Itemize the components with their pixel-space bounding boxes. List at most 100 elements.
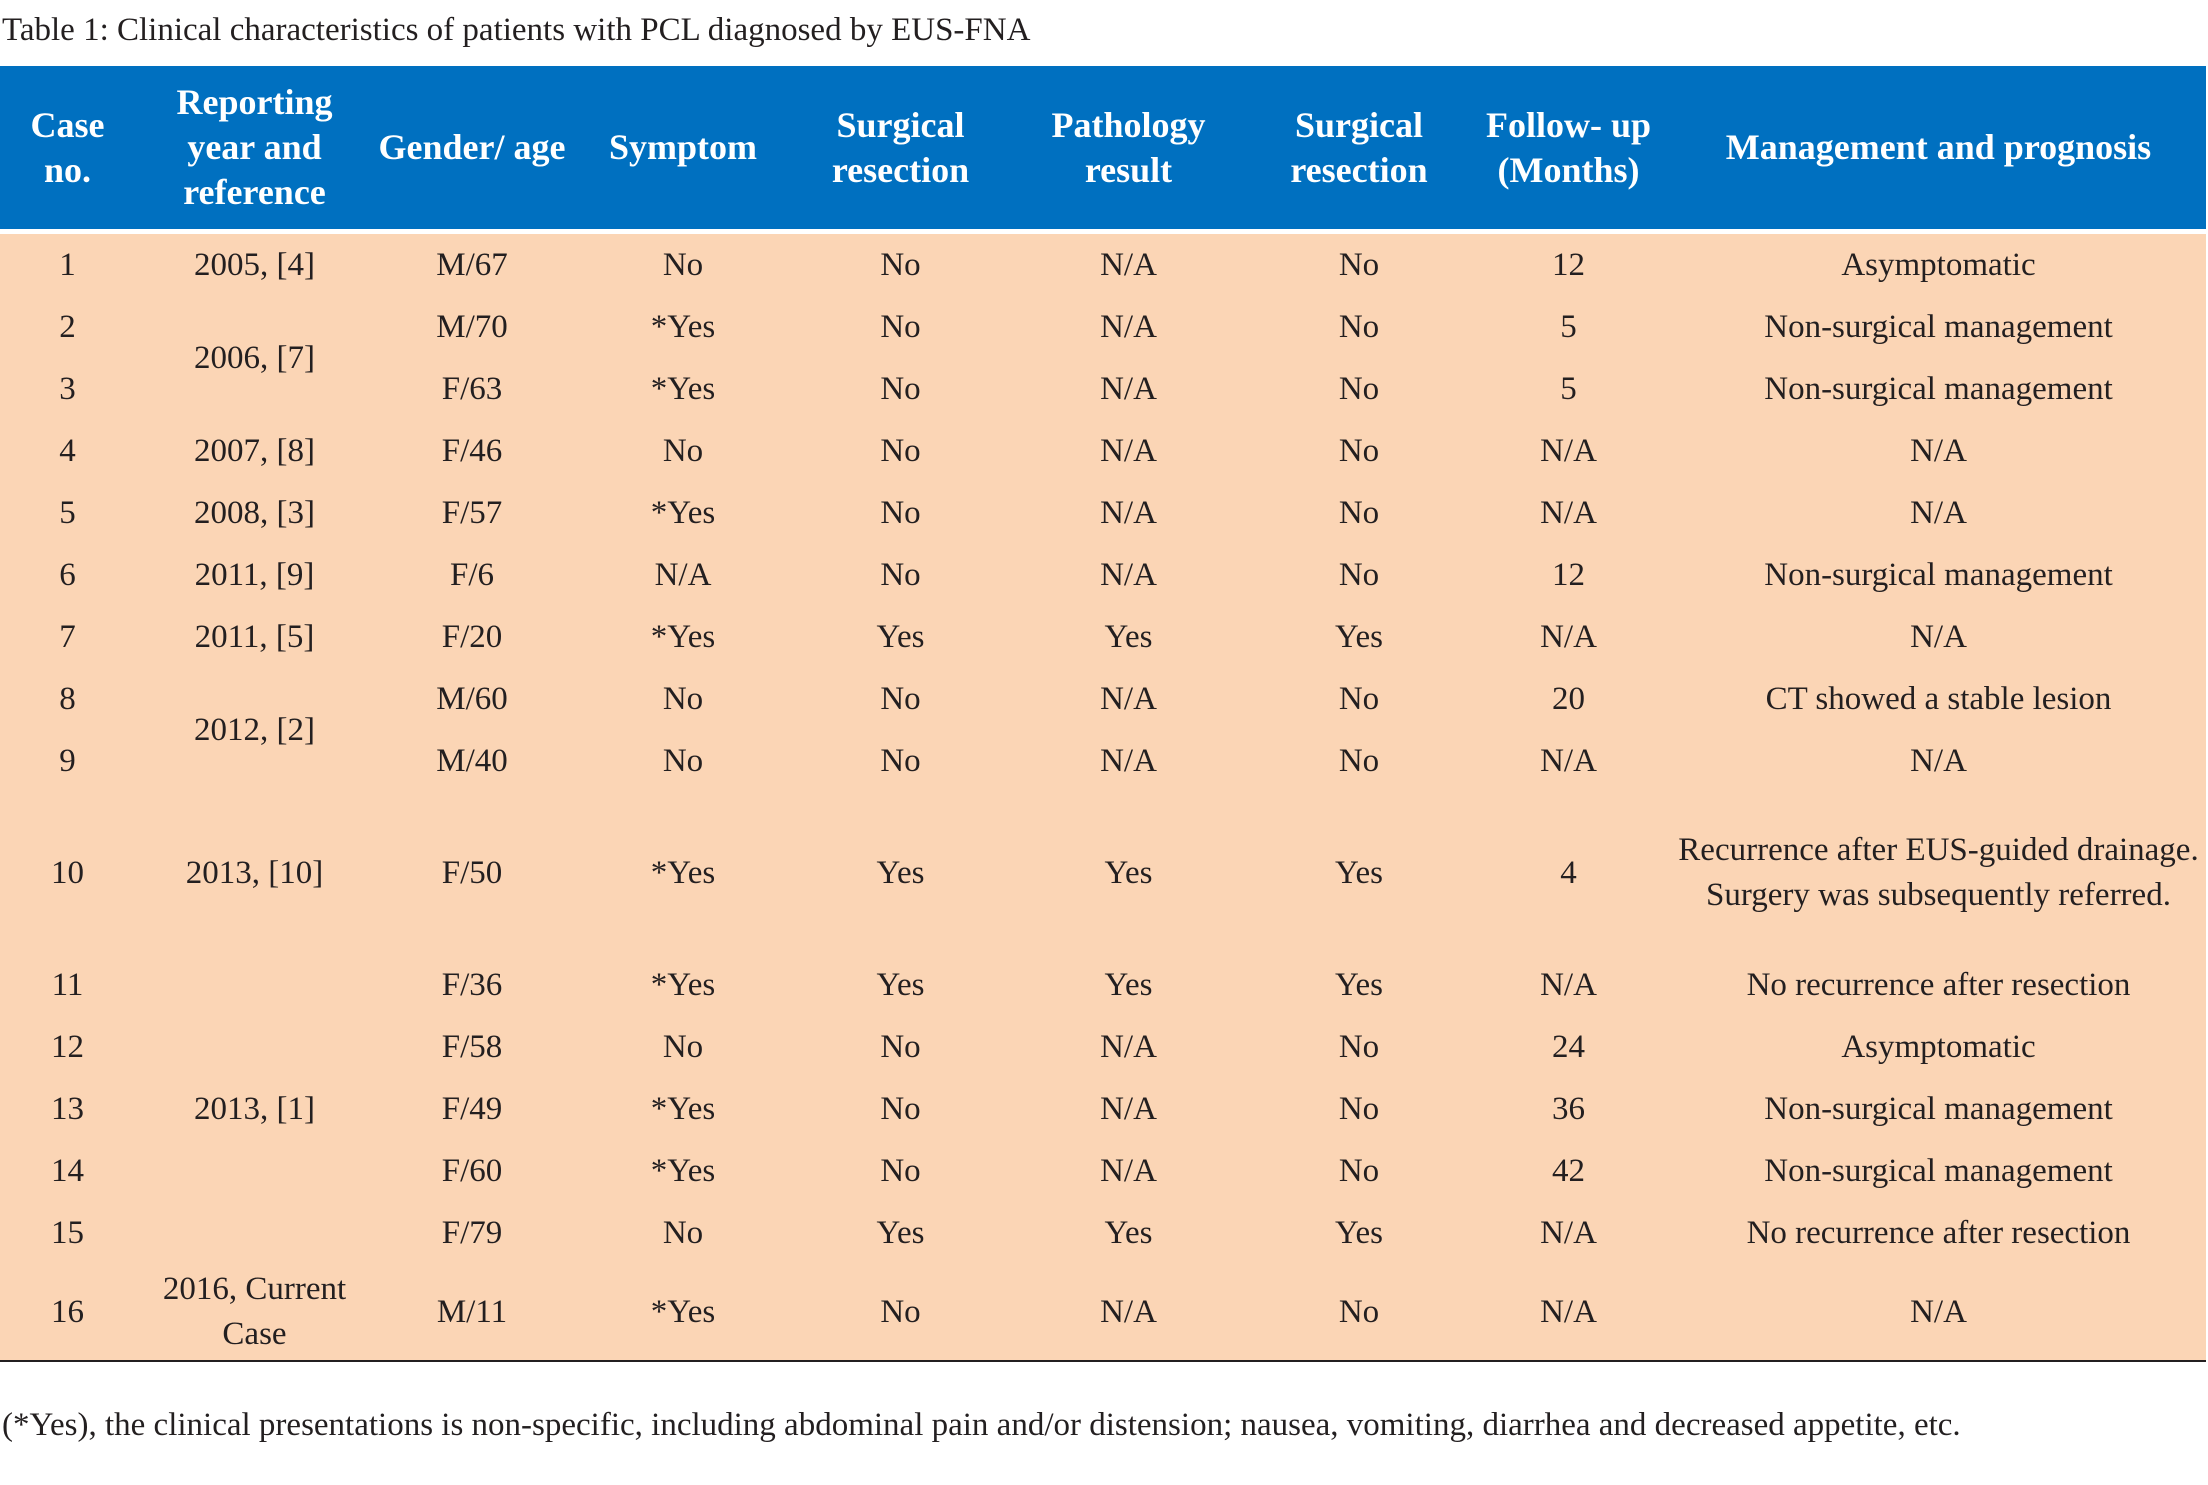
cell-pathology-result: Yes: [1005, 954, 1252, 1016]
cell-pathology-result: N/A: [1005, 1264, 1252, 1362]
table-row: 7 2011, [5] F/20 *Yes Yes Yes Yes N/A N/A: [0, 606, 2206, 668]
cell-case-no: 10: [0, 792, 135, 954]
cell-follow-up-months: 24: [1466, 1016, 1671, 1078]
cell-gender-age: F/58: [374, 1016, 570, 1078]
table-row: 15 F/79 No Yes Yes Yes N/A No recurrence after …: [0, 1202, 2206, 1264]
cell-surgical-resection-2: No: [1252, 482, 1466, 544]
cell-management-prognosis: Non-surgical management: [1671, 1078, 2206, 1140]
cell-follow-up-months: 12: [1466, 544, 1671, 606]
cell-surgical-resection: Yes: [796, 606, 1005, 668]
cell-gender-age: F/63: [374, 358, 570, 420]
column-header-surgical-resection: Surgical resection: [796, 66, 1005, 234]
cell-case-no: 7: [0, 606, 135, 668]
table-row: 16 2016, Current Case M/11 *Yes No N/A No N/A N/…: [0, 1264, 2206, 1362]
cell-management-prognosis: Asymptomatic: [1671, 1016, 2206, 1078]
clinical-characteristics-table: Case no. Reporting year and reference Gend…: [0, 66, 2206, 1362]
cell-gender-age: F/49: [374, 1078, 570, 1140]
cell-gender-age: F/46: [374, 420, 570, 482]
cell-symptom: N/A: [570, 544, 796, 606]
cell-symptom: *Yes: [570, 1140, 796, 1202]
cell-pathology-result: N/A: [1005, 231, 1252, 296]
column-header-management-prognosis: Management and prognosis: [1671, 66, 2206, 234]
cell-surgical-resection: No: [796, 231, 1005, 296]
table-row: 2 2006, [7] M/70 *Yes No N/A No 5 Non-surgical m…: [0, 296, 2206, 420]
table-row: 13 F/49 *Yes No N/A No 36 Non-surgical manageme…: [0, 1078, 2206, 1140]
cell-follow-up-months: 36: [1466, 1078, 1671, 1140]
cell-reporting-year-reference: 2013, [1]: [135, 954, 374, 1264]
cell-reporting-year-reference: 2013, [10]: [135, 792, 374, 954]
table-row: 1 2005, [4] M/67 No No N/A No 12 Asymptomatic: [0, 231, 2206, 296]
cell-surgical-resection-2: No: [1252, 296, 1466, 358]
cell-management-prognosis: No recurrence after resection: [1671, 1202, 2206, 1264]
cell-gender-age: F/50: [374, 792, 570, 954]
cell-case-no: 14: [0, 1140, 135, 1202]
cell-follow-up-months: N/A: [1466, 1264, 1671, 1362]
cell-follow-up-months: N/A: [1466, 1202, 1671, 1264]
cell-surgical-resection: No: [796, 358, 1005, 420]
cell-pathology-result: N/A: [1005, 668, 1252, 730]
cell-surgical-resection: No: [796, 1016, 1005, 1078]
cell-surgical-resection-2: No: [1252, 668, 1466, 730]
cell-symptom: No: [570, 730, 796, 792]
cell-management-prognosis: No recurrence after resection: [1671, 954, 2206, 1016]
cell-surgical-resection-2: No: [1252, 231, 1466, 296]
cell-pathology-result: N/A: [1005, 1140, 1252, 1202]
cell-gender-age: F/57: [374, 482, 570, 544]
table-body: 1 2005, [4] M/67 No No N/A No 12 Asymptomatic 2 20…: [0, 231, 2206, 1362]
cell-reporting-year-reference: 2012, [2]: [135, 668, 374, 792]
cell-reporting-year-reference: 2008, [3]: [135, 482, 374, 544]
cell-symptom: *Yes: [570, 606, 796, 668]
table-header-row: Case no. Reporting year and reference Gend…: [0, 66, 2206, 234]
cell-follow-up-months: 12: [1466, 231, 1671, 296]
cell-follow-up-months: 42: [1466, 1140, 1671, 1202]
cell-follow-up-months: 5: [1466, 296, 1671, 358]
cell-gender-age: M/67: [374, 231, 570, 296]
cell-surgical-resection-2: No: [1252, 1016, 1466, 1078]
cell-symptom: No: [570, 1202, 796, 1264]
cell-reporting-year-reference: 2016, Current Case: [135, 1264, 374, 1362]
cell-reporting-year-reference: 2007, [8]: [135, 420, 374, 482]
cell-case-no: 1: [0, 231, 135, 296]
cell-case-no: 2: [0, 296, 135, 358]
cell-gender-age: F/20: [374, 606, 570, 668]
table-row: 4 2007, [8] F/46 No No N/A No N/A N/A: [0, 420, 2206, 482]
cell-case-no: 6: [0, 544, 135, 606]
table-row: 3 F/63 *Yes No N/A No 5 Non-surgical management: [0, 358, 2206, 420]
cell-surgical-resection: Yes: [796, 1202, 1005, 1264]
table-row: 10 2013, [10] F/50 *Yes Yes Yes Yes 4 Recurrence…: [0, 792, 2206, 954]
cell-surgical-resection-2: No: [1252, 420, 1466, 482]
cell-symptom: *Yes: [570, 1078, 796, 1140]
cell-symptom: *Yes: [570, 296, 796, 358]
cell-case-no: 11: [0, 954, 135, 1016]
cell-reporting-year-reference: 2011, [5]: [135, 606, 374, 668]
cell-follow-up-months: N/A: [1466, 730, 1671, 792]
cell-symptom: *Yes: [570, 954, 796, 1016]
cell-surgical-resection-2: No: [1252, 1264, 1466, 1362]
cell-reporting-year-reference: 2006, [7]: [135, 296, 374, 420]
column-header-follow-up-months: Follow- up (Months): [1466, 66, 1671, 234]
cell-case-no: 8: [0, 668, 135, 730]
column-header-symptom: Symptom: [570, 66, 796, 234]
cell-management-prognosis: N/A: [1671, 730, 2206, 792]
column-header-surgical-resection-2: Surgical resection: [1252, 66, 1466, 234]
column-header-gender-age: Gender/ age: [374, 66, 570, 234]
cell-symptom: No: [570, 420, 796, 482]
cell-surgical-resection: No: [796, 1264, 1005, 1362]
column-header-pathology-result: Pathology result: [1005, 66, 1252, 234]
cell-pathology-result: N/A: [1005, 296, 1252, 358]
cell-follow-up-months: N/A: [1466, 954, 1671, 1016]
cell-pathology-result: N/A: [1005, 482, 1252, 544]
cell-case-no: 4: [0, 420, 135, 482]
cell-symptom: *Yes: [570, 1264, 796, 1362]
cell-management-prognosis: N/A: [1671, 606, 2206, 668]
cell-surgical-resection-2: No: [1252, 544, 1466, 606]
cell-case-no: 13: [0, 1078, 135, 1140]
cell-surgical-resection-2: Yes: [1252, 954, 1466, 1016]
cell-management-prognosis: Non-surgical management: [1671, 1140, 2206, 1202]
cell-management-prognosis: Non-surgical management: [1671, 296, 2206, 358]
cell-surgical-resection: No: [796, 544, 1005, 606]
cell-symptom: No: [570, 1016, 796, 1078]
cell-surgical-resection: No: [796, 296, 1005, 358]
cell-surgical-resection-2: No: [1252, 358, 1466, 420]
cell-gender-age: M/60: [374, 668, 570, 730]
